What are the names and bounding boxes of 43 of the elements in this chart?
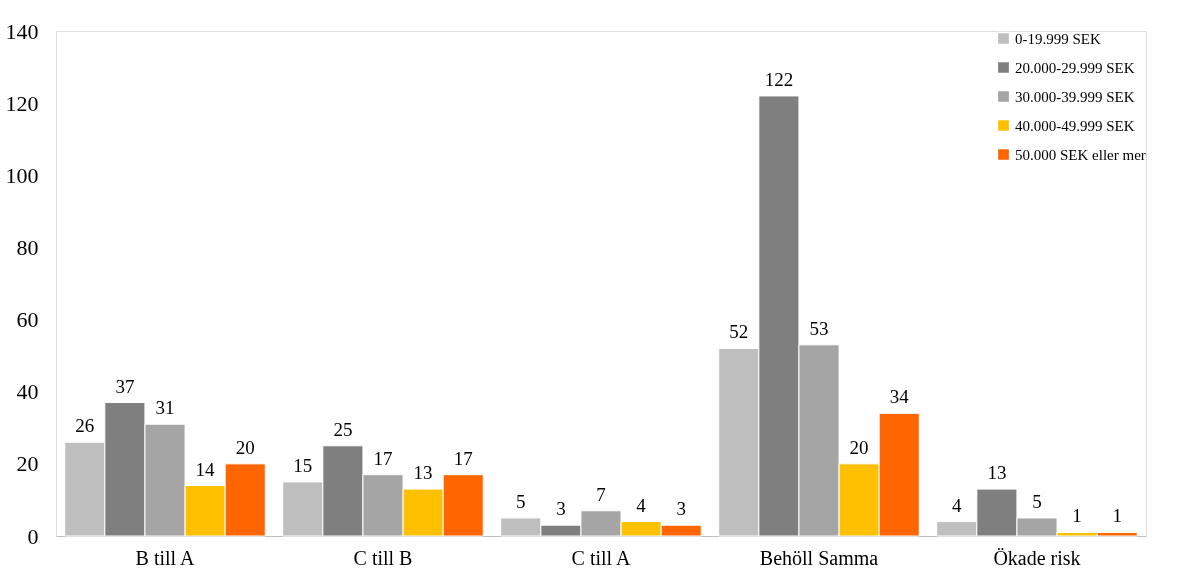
data-label: 20 — [235, 436, 255, 458]
data-label: 7 — [596, 483, 606, 505]
y-tick-label: 20 — [16, 451, 39, 477]
x-tick-label: C till A — [571, 546, 632, 569]
data-label: 5 — [1032, 490, 1042, 512]
data-label: 53 — [809, 317, 829, 339]
legend-label: 20.000-29.999 SEK — [1015, 59, 1135, 76]
data-label: 52 — [729, 321, 749, 343]
data-label: 13 — [413, 462, 433, 484]
data-label: 13 — [987, 462, 1007, 484]
data-label: 1 — [1112, 505, 1122, 527]
x-tick-label: B till A — [135, 546, 196, 569]
data-label: 4 — [636, 494, 647, 516]
data-label: 14 — [195, 458, 216, 480]
y-tick-label: 0 — [27, 523, 39, 549]
x-tick-label: Ökade risk — [993, 546, 1081, 569]
legend-label: 30.000-39.999 SEK — [1015, 88, 1135, 105]
data-label: 34 — [889, 386, 910, 408]
data-label: 31 — [155, 397, 175, 419]
data-label: 26 — [75, 415, 95, 437]
legend-label: 40.000-49.999 SEK — [1015, 117, 1135, 134]
data-label: 5 — [516, 490, 526, 512]
data-label: 4 — [952, 494, 963, 516]
data-label: 20 — [849, 436, 869, 458]
y-tick-label: 120 — [5, 90, 39, 116]
data-label: 37 — [115, 375, 135, 397]
data-label: 17 — [373, 447, 393, 469]
data-label: 122 — [764, 68, 794, 90]
y-tick-label: 140 — [5, 18, 39, 44]
legend-label: 0-19.999 SEK — [1015, 30, 1101, 47]
data-label: 3 — [556, 498, 566, 520]
y-tick-label: 40 — [16, 379, 39, 405]
data-label: 1 — [1072, 505, 1082, 527]
data-label: 25 — [333, 418, 353, 440]
y-tick-label: 100 — [5, 162, 39, 188]
data-label: 15 — [293, 454, 313, 476]
data-label: 17 — [453, 447, 473, 469]
legend-label: 50.000 SEK eller mer — [1015, 146, 1146, 163]
x-tick-label: C till B — [353, 546, 413, 569]
y-tick-label: 80 — [16, 234, 39, 260]
y-tick-label: 60 — [16, 307, 39, 333]
x-tick-label: Behöll Samma — [759, 546, 879, 569]
data-label: 3 — [676, 498, 686, 520]
